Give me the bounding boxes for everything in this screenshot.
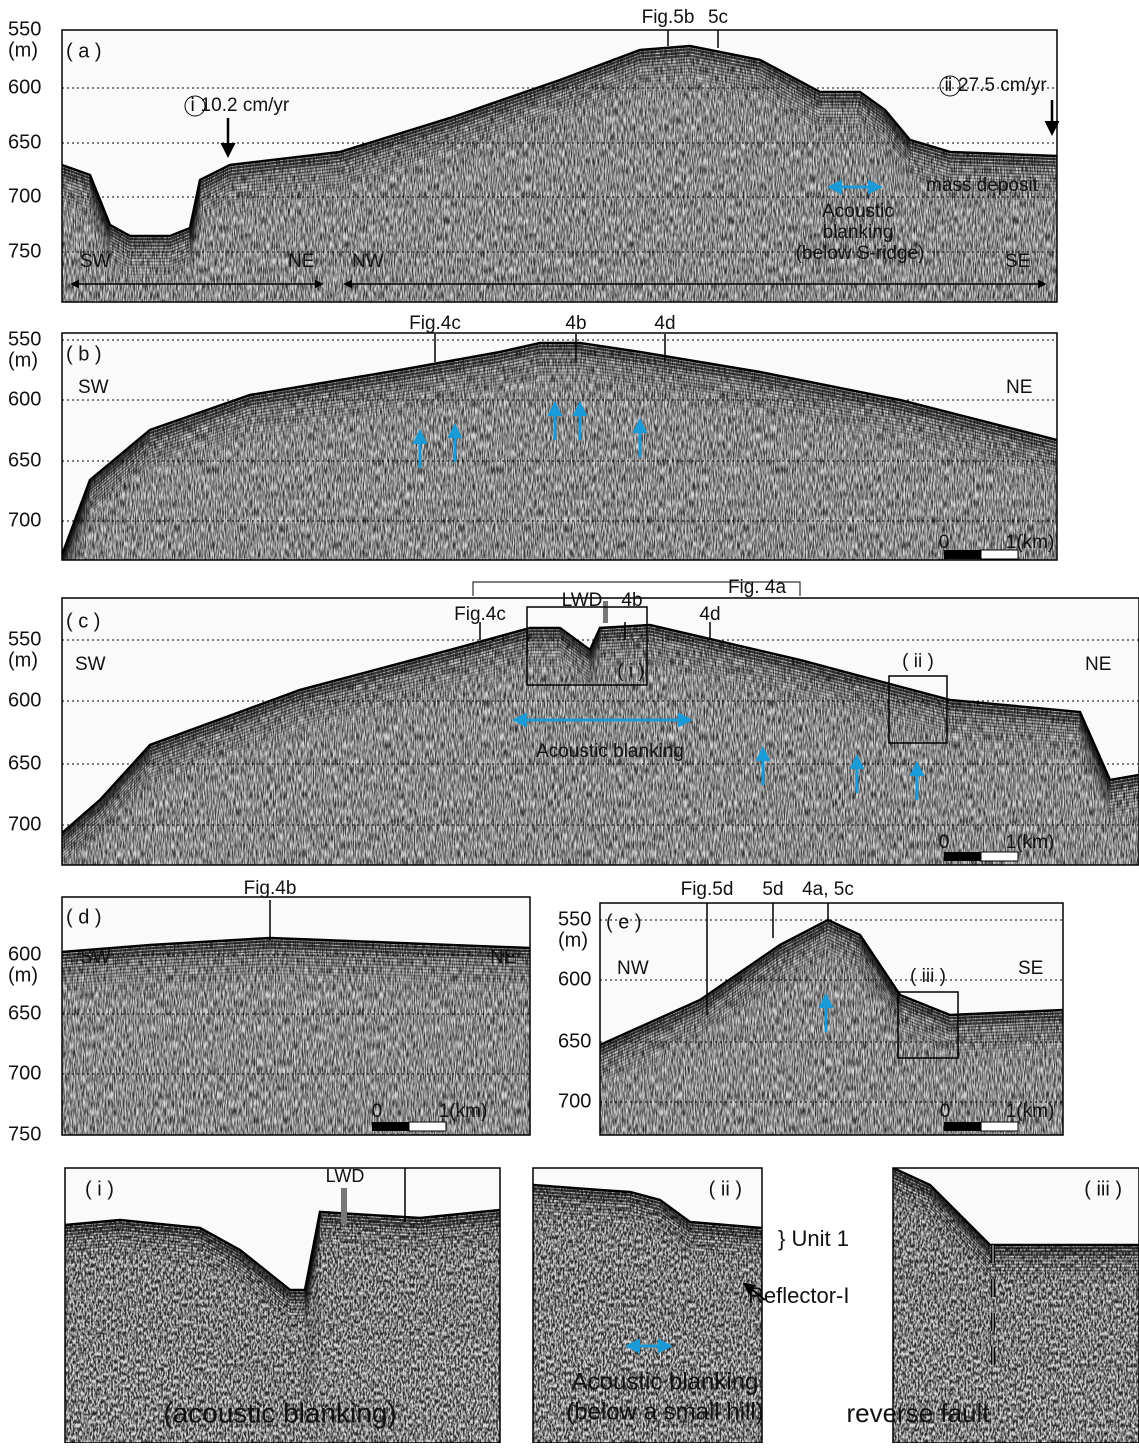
annotation: 1(km) <box>439 1101 488 1122</box>
depth-label: 650 <box>8 1002 41 1024</box>
annotation: Fig.5b <box>642 7 695 28</box>
depth-unit: (m) <box>558 929 588 951</box>
scale-bar-black <box>372 1122 409 1131</box>
scale-bar-black <box>944 852 981 861</box>
annotation: NE <box>288 251 314 272</box>
annotation: Acoustic blanking <box>536 741 684 762</box>
seismic-section <box>600 903 1063 1135</box>
annotation: 4b <box>621 590 642 611</box>
scale-bar-white <box>409 1122 446 1131</box>
lwd-marker <box>603 601 608 623</box>
figure: 550600650700750(m)( a )Fig.5b5cⅰ 10.2 cm… <box>0 0 1139 1443</box>
annotation: Fig.4c <box>409 313 461 334</box>
depth-label: 700 <box>8 813 41 835</box>
annotation: Fig.5d <box>681 879 734 900</box>
annotation: Fig.4b <box>244 878 297 899</box>
annotation: (below S-ridge) <box>796 243 925 264</box>
depth-unit: (m) <box>8 39 38 61</box>
annotation: LWD <box>326 1166 365 1186</box>
depth-label: 700 <box>558 1090 591 1112</box>
annotation: 4b <box>565 313 586 334</box>
annotation: 0 <box>939 532 950 553</box>
annotation: NE <box>1006 377 1032 398</box>
panel-label: ( c ) <box>66 610 100 632</box>
seismic-section <box>62 333 1057 603</box>
annotation: 0 <box>940 1101 951 1122</box>
depth-label: 700 <box>8 509 41 531</box>
scale-bar-white <box>981 1122 1018 1131</box>
annotation: (acoustic blanking) <box>163 1397 396 1428</box>
annotation: Fig. 4a <box>728 577 787 598</box>
lwd-marker <box>341 1188 347 1224</box>
annotation: Fig.4c <box>454 604 506 625</box>
depth-label: 700 <box>8 1062 41 1084</box>
annotation: SE <box>1005 251 1030 272</box>
annotation: 4a, 5c <box>802 879 854 900</box>
annotation: 0 <box>372 1101 383 1122</box>
depth-label: 550 <box>558 908 591 930</box>
panel-label: ( d ) <box>66 906 102 928</box>
inset-label: ( ii ) <box>709 1178 742 1200</box>
scale-bar-black <box>944 550 981 559</box>
panel-label: ( e ) <box>606 911 642 933</box>
annotation: 0 <box>939 832 950 853</box>
annotation: NW <box>617 958 649 979</box>
depth-label: 600 <box>8 689 41 711</box>
scale-bar-white <box>981 550 1018 559</box>
depth-label: 550 <box>8 328 41 350</box>
depth-unit: (m) <box>8 964 38 986</box>
depth-label: 650 <box>8 131 41 153</box>
annotation: SW <box>78 377 109 398</box>
annotation: 1(km) <box>1006 1101 1055 1122</box>
depth-label: 750 <box>8 240 41 262</box>
annotation: 5c <box>708 7 728 28</box>
annotation: Reflector-I <box>748 1283 849 1308</box>
annotation: blanking <box>823 222 894 243</box>
depth-unit: (m) <box>8 649 38 671</box>
annotation: SE <box>1018 958 1043 979</box>
annotation: } Unit 1 <box>778 1226 849 1251</box>
annotation: 4d <box>699 604 720 625</box>
annotation: mass deposit <box>926 175 1039 196</box>
annotation: 5d <box>762 879 783 900</box>
annotation: NE <box>490 947 516 968</box>
annotation: SW <box>75 654 106 675</box>
annotation: ( i ) <box>617 661 644 682</box>
depth-label: 650 <box>8 449 41 471</box>
annotation: NW <box>352 251 384 272</box>
annotation: ( iii ) <box>910 966 946 987</box>
annotation: Acoustic <box>822 201 894 222</box>
scale-bar-white <box>981 852 1018 861</box>
depth-label: 700 <box>8 185 41 207</box>
inset-label: ( i ) <box>85 1178 114 1200</box>
depth-label: 650 <box>558 1030 591 1052</box>
scale-bar-black <box>944 1122 981 1131</box>
annotation: 1(km) <box>1006 832 1055 853</box>
depth-label: 600 <box>8 76 41 98</box>
depth-label: 550 <box>8 628 41 650</box>
annotation: SW <box>80 947 111 968</box>
depth-label: 750 <box>8 1123 41 1145</box>
depth-label: 600 <box>8 388 41 410</box>
inset-label: ( iii ) <box>1084 1178 1122 1200</box>
annotation: reverse fault <box>846 1398 990 1428</box>
seismic-section <box>62 897 530 1135</box>
annotation: (below a small hill) <box>566 1398 763 1425</box>
depth-label: 600 <box>8 943 41 965</box>
depth-unit: (m) <box>8 349 38 371</box>
depth-label: 600 <box>558 968 591 990</box>
annotation: ( ii ) <box>902 651 934 672</box>
panel-label: ( a ) <box>66 40 102 62</box>
depth-label: 650 <box>8 752 41 774</box>
depth-label: 550 <box>8 18 41 40</box>
panel-label: ( b ) <box>66 343 102 365</box>
annotation: 4d <box>654 313 675 334</box>
annotation: Acoustic blanking <box>572 1368 759 1395</box>
annotation: SW <box>80 251 111 272</box>
annotation: NE <box>1085 654 1111 675</box>
annotation: LWD <box>562 590 603 611</box>
